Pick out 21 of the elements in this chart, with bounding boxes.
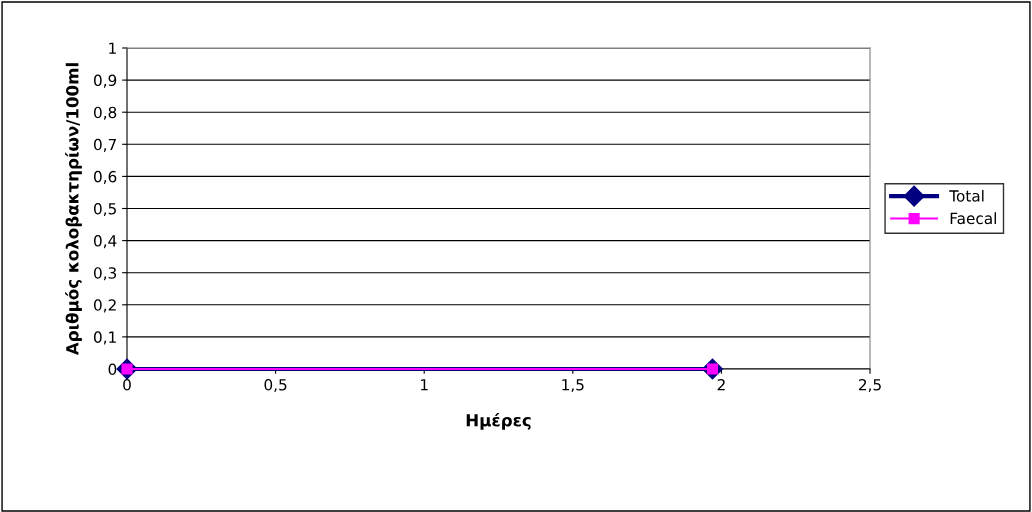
legend-label: Total bbox=[949, 189, 984, 202]
y-tick-label: 0,7 bbox=[93, 138, 116, 152]
x-tick-label: 1 bbox=[421, 379, 428, 391]
x-axis-title: Ημέρες bbox=[466, 412, 531, 430]
legend-label: Faecal bbox=[950, 212, 996, 225]
x-tick-label: 0,5 bbox=[264, 378, 287, 393]
y-tick-label: 0,8 bbox=[93, 106, 117, 120]
y-axis-title: Αριθμός κολοβακτηρίων/100ml bbox=[65, 63, 82, 356]
x-tick-label: 0 bbox=[123, 378, 131, 391]
y-tick-label: 0,3 bbox=[93, 267, 117, 281]
y-tick-label: 0,2 bbox=[93, 299, 116, 313]
y-tick-label: 0,1 bbox=[93, 331, 116, 345]
y-tick-label: 0,9 bbox=[93, 74, 117, 88]
y-tick-label: 0 bbox=[108, 363, 117, 376]
x-tick-label: 2 bbox=[717, 378, 725, 391]
y-tick-label: 0,6 bbox=[93, 170, 117, 184]
x-tick-label: 1,5 bbox=[562, 379, 584, 393]
y-tick-label: 1 bbox=[109, 42, 116, 54]
x-tick-label: 2,5 bbox=[858, 378, 881, 393]
y-tick-label: 0,5 bbox=[93, 202, 116, 217]
y-tick-label: 0,4 bbox=[93, 235, 117, 249]
